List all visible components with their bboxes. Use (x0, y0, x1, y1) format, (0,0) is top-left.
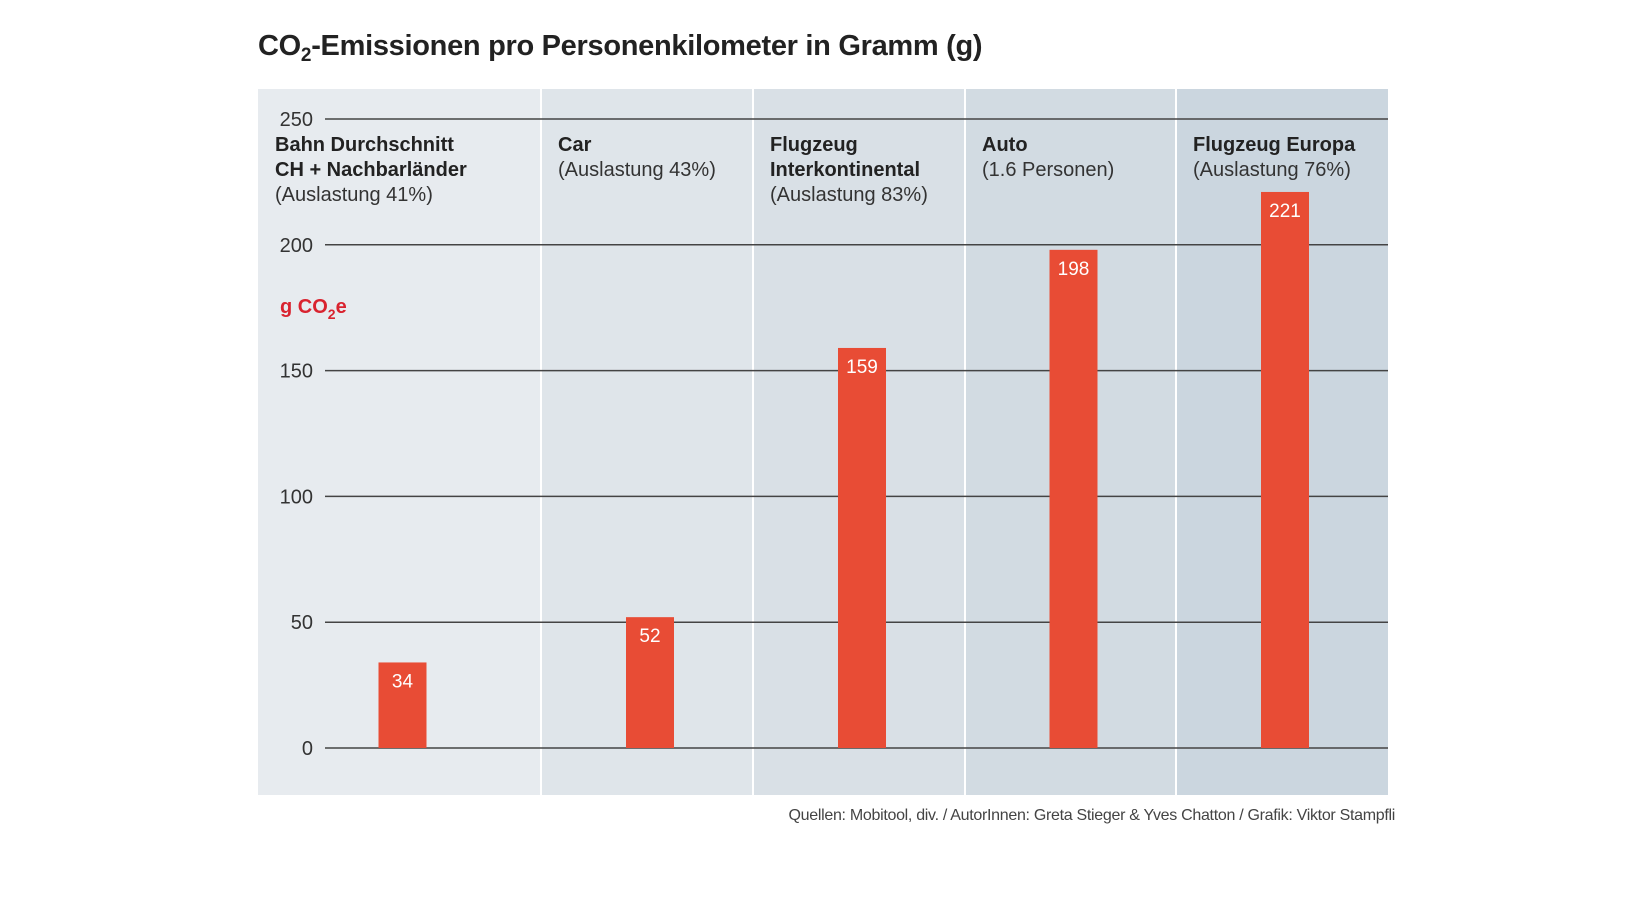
title-suffix: -Emissionen pro Personenkilometer in Gra… (311, 30, 983, 62)
bar (626, 617, 674, 748)
bar (1261, 191, 1309, 749)
category-name: Flugzeug Europa (1193, 134, 1356, 156)
bar (838, 347, 886, 748)
chart-title: CO2-Emissionen pro Personenkilometer in … (258, 30, 983, 66)
y-tick-label: 50 (291, 612, 313, 634)
ylabel-prefix: g CO (280, 296, 328, 318)
y-tick-label: 150 (280, 361, 313, 383)
category-name: Car (558, 134, 592, 156)
title-prefix: CO (258, 30, 301, 62)
y-tick-label: 250 (280, 109, 313, 131)
y-axis-ticks: 0 50 100 150 200 250 (280, 109, 313, 760)
title-subscript: 2 (300, 45, 312, 66)
category-note: (1.6 Personen) (982, 159, 1114, 181)
y-tick-label: 0 (302, 738, 313, 760)
y-tick-label: 100 (280, 486, 313, 508)
category-labels: Bahn Durchschnitt CH + Nachbarländer (Ausl… (275, 134, 1356, 206)
source-credit: Quellen: Mobitool, div. / AutorInnen: Gr… (788, 807, 1396, 824)
y-axis-label: g CO2e (280, 296, 347, 322)
bar-value-label: 221 (1269, 201, 1301, 222)
bar-value-label: 34 (392, 671, 414, 692)
bar-value-label: 52 (639, 626, 660, 647)
bar (378, 662, 427, 748)
category-note: (Auslastung 76%) (1193, 159, 1351, 181)
y-tick-label: 200 (280, 235, 313, 257)
bars: 34 52 159 198 221 (378, 191, 1309, 749)
category-name: Flugzeug (770, 134, 858, 156)
category-name: Bahn Durchschnitt (275, 134, 454, 156)
category-note: (Auslastung 83%) (770, 184, 928, 206)
bar-value-label: 159 (846, 357, 878, 378)
category-name: Interkontinental (770, 159, 920, 181)
bar-value-label: 198 (1058, 259, 1090, 280)
category-note: (Auslastung 41%) (275, 184, 433, 206)
category-name: CH + Nachbarländer (275, 159, 467, 181)
category-name: Auto (982, 134, 1028, 156)
bar (1049, 249, 1098, 748)
category-note: (Auslastung 43%) (558, 159, 716, 181)
ylabel-subscript: 2 (328, 306, 336, 322)
ylabel-suffix: e (336, 296, 347, 318)
